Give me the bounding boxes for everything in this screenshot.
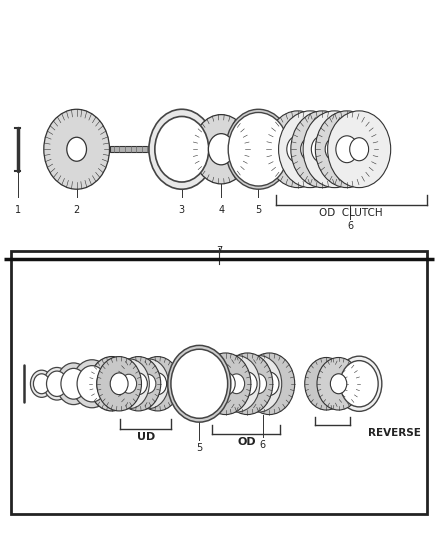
Circle shape: [155, 117, 208, 182]
Circle shape: [350, 138, 369, 161]
Circle shape: [213, 356, 260, 412]
Circle shape: [130, 373, 147, 394]
Circle shape: [317, 358, 360, 410]
Circle shape: [31, 370, 53, 398]
Circle shape: [200, 353, 251, 415]
Text: 5: 5: [196, 443, 202, 454]
Circle shape: [336, 356, 382, 411]
Circle shape: [57, 363, 91, 405]
Circle shape: [311, 136, 333, 163]
Circle shape: [315, 111, 378, 188]
Circle shape: [97, 366, 127, 402]
Circle shape: [67, 137, 86, 161]
Circle shape: [61, 368, 86, 399]
Circle shape: [328, 111, 391, 188]
Circle shape: [33, 374, 50, 394]
Circle shape: [222, 353, 273, 415]
Circle shape: [193, 115, 250, 184]
Circle shape: [235, 356, 282, 412]
Circle shape: [135, 357, 180, 411]
Circle shape: [228, 112, 289, 186]
Text: 3: 3: [179, 205, 185, 215]
Text: OD  CLUTCH: OD CLUTCH: [318, 208, 382, 218]
Text: REVERSE: REVERSE: [368, 428, 421, 438]
Circle shape: [244, 353, 295, 415]
Circle shape: [330, 374, 347, 394]
Circle shape: [340, 361, 378, 407]
Circle shape: [300, 138, 320, 161]
Text: 7: 7: [216, 246, 222, 256]
Circle shape: [171, 349, 228, 418]
Text: 4: 4: [218, 205, 224, 215]
Circle shape: [303, 111, 366, 188]
FancyBboxPatch shape: [110, 146, 180, 152]
Circle shape: [336, 136, 358, 163]
Circle shape: [291, 111, 354, 188]
Circle shape: [44, 109, 110, 189]
Circle shape: [140, 374, 156, 393]
Circle shape: [325, 138, 344, 161]
FancyBboxPatch shape: [11, 251, 427, 514]
Circle shape: [266, 111, 329, 188]
Circle shape: [305, 358, 348, 410]
Circle shape: [260, 372, 279, 395]
Circle shape: [77, 366, 107, 402]
Circle shape: [127, 359, 169, 409]
Circle shape: [97, 357, 141, 411]
Circle shape: [318, 374, 335, 394]
Circle shape: [149, 109, 215, 189]
Circle shape: [251, 374, 266, 393]
Text: UD: UD: [137, 432, 155, 442]
Circle shape: [168, 345, 231, 422]
Circle shape: [72, 360, 112, 408]
Text: 6: 6: [347, 221, 353, 231]
Circle shape: [89, 357, 134, 411]
Circle shape: [226, 109, 291, 189]
Circle shape: [43, 367, 71, 400]
Circle shape: [116, 357, 161, 411]
Text: 1: 1: [14, 205, 21, 215]
Circle shape: [110, 373, 128, 394]
Circle shape: [238, 372, 257, 395]
Circle shape: [108, 359, 149, 409]
Text: 6: 6: [260, 440, 266, 450]
Circle shape: [121, 374, 137, 393]
Circle shape: [279, 111, 342, 188]
Text: 2: 2: [74, 205, 80, 215]
Text: 5: 5: [255, 205, 261, 215]
Circle shape: [149, 373, 166, 394]
Circle shape: [229, 374, 244, 393]
Circle shape: [46, 371, 67, 397]
Circle shape: [216, 372, 235, 395]
Circle shape: [208, 134, 234, 165]
Circle shape: [287, 136, 309, 163]
Text: OD: OD: [237, 437, 256, 447]
